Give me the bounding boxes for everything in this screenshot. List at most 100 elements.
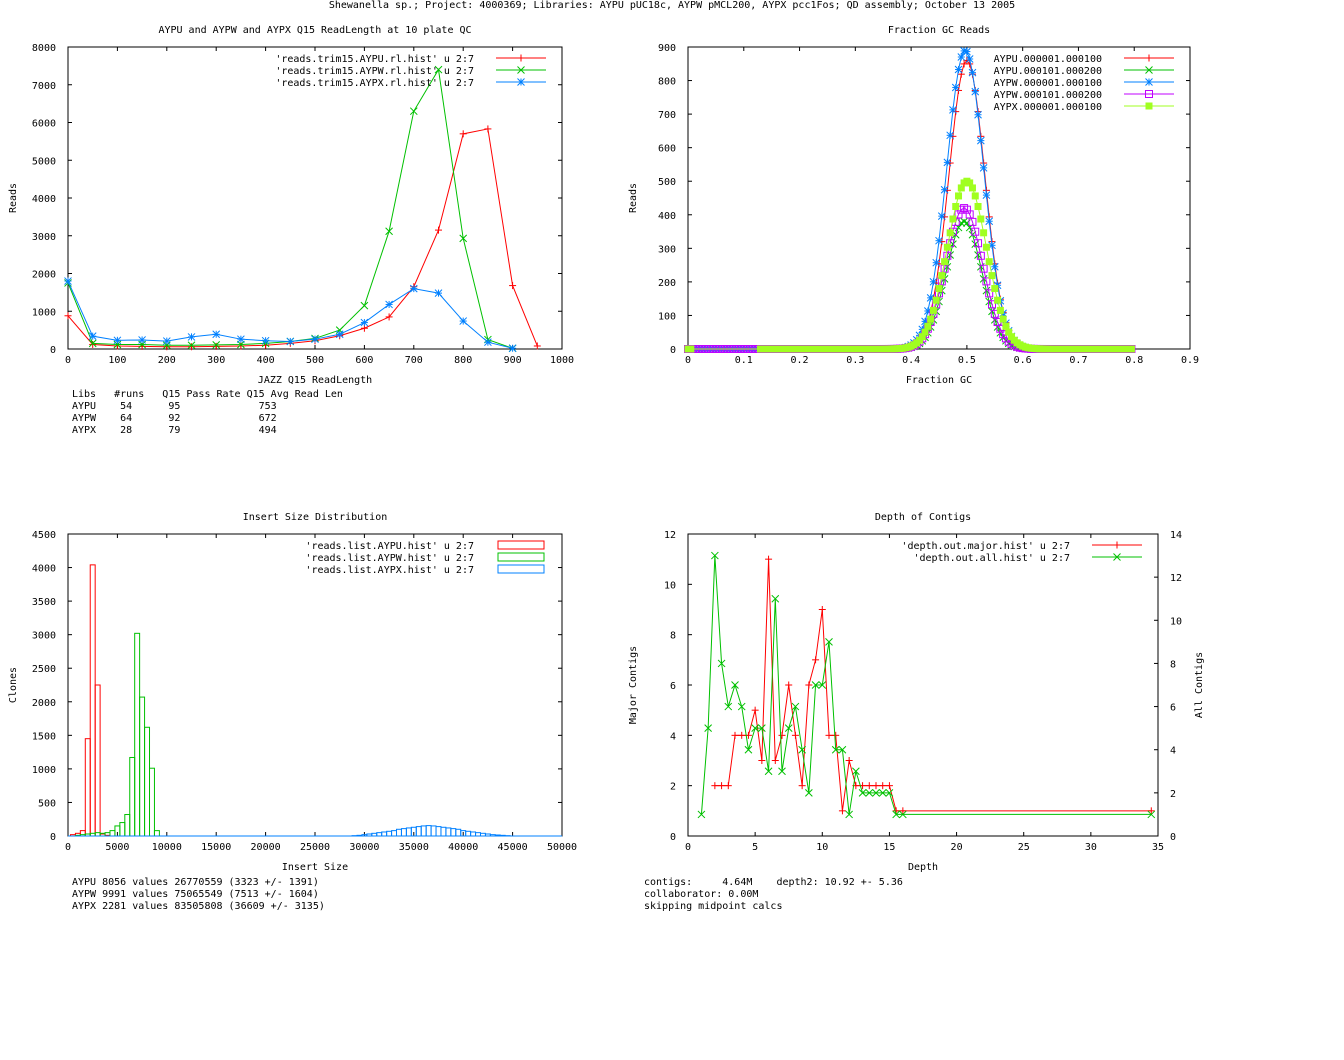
- data-point: [963, 47, 971, 56]
- bar: [94, 832, 101, 837]
- series-line: [688, 207, 1132, 350]
- data-point: [968, 68, 977, 77]
- data-point: [858, 789, 867, 797]
- bar: [396, 828, 402, 837]
- y-tick-label: 200: [658, 278, 676, 289]
- data-point: [286, 337, 295, 346]
- chart-4: 0 5 10 15 20 25 30 35 0 2 4 6 8 10 12 0 2 4 6 8 10 12 14 Depth …: [628, 512, 1205, 873]
- data-point: [459, 234, 468, 243]
- data-point: [697, 810, 706, 819]
- data-point: [982, 277, 991, 286]
- data-point: [946, 131, 955, 140]
- data-point: [915, 336, 923, 344]
- x-tick-label: 300: [207, 355, 225, 366]
- data-point: [878, 789, 887, 797]
- series-line: [700, 555, 1152, 815]
- data-point: [985, 258, 993, 266]
- bar: [149, 767, 155, 837]
- depth-stats: contigs: 4.64M depth2: 10.92 +- 5.36 coll…: [644, 877, 903, 913]
- bar: [129, 756, 136, 837]
- x-tick-label: 800: [454, 355, 472, 366]
- data-point: [508, 344, 517, 353]
- x-tick-label: 10: [816, 842, 828, 853]
- data-point: [187, 341, 196, 350]
- chart-title: Fraction GC Reads: [888, 25, 990, 36]
- x-tick-label: 35: [1152, 842, 1164, 853]
- data-point: [971, 192, 979, 200]
- y-tick-label: 5000: [32, 156, 56, 167]
- data-point: [811, 681, 820, 689]
- data-point: [993, 323, 1002, 331]
- data-point: [64, 277, 72, 285]
- bar: [391, 830, 398, 837]
- legend-label: AYPX.000001.000100: [994, 102, 1102, 113]
- data-point: [937, 212, 946, 220]
- chart-1: 0 100 200 300 400 500 600 700 800 900 1000 0 1000 200…: [8, 25, 574, 386]
- depth-stats-line: contigs: 4.64M depth2: 10.92 +- 5.36: [644, 877, 903, 888]
- y2-tick-label: 6: [1170, 703, 1176, 714]
- legend-label: AYPW.000101.000200: [994, 90, 1102, 101]
- data-point: [949, 215, 957, 223]
- data-point: [957, 184, 965, 192]
- chart-title: AYPU and AYPW and AYPX Q15 ReadLength at…: [158, 25, 471, 36]
- data-point: [459, 317, 468, 325]
- data-point: [979, 164, 988, 172]
- data-point: [990, 262, 999, 271]
- x-tick-label: 30: [1085, 842, 1097, 853]
- plot-frame: [67, 533, 563, 837]
- chart-2: 0 0.1 0.2 0.3 0.4 0.5 0.6 0.7 0.8 0.9 0 100 200 300 40…: [628, 25, 1199, 386]
- data-point: [717, 659, 726, 668]
- data-point: [938, 272, 946, 280]
- y-tick-label: 300: [658, 244, 676, 255]
- data-point: [805, 789, 813, 797]
- bar: [489, 834, 496, 837]
- data-point: [212, 340, 221, 349]
- y-tick-label: 12: [664, 530, 676, 541]
- legend-label: 'reads.trim15.AYPU.rl.hist' u 2:7: [275, 54, 474, 65]
- data-point: [954, 210, 963, 219]
- x-tick-label: 100: [108, 355, 126, 366]
- data-point: [751, 724, 759, 732]
- chart-title: Insert Size Distribution: [243, 512, 388, 523]
- data-point: [899, 810, 907, 819]
- series-line: [688, 220, 1132, 350]
- data-point: [980, 229, 988, 237]
- bar: [139, 696, 146, 837]
- y-tick-label: 3000: [32, 232, 56, 243]
- bar: [465, 830, 472, 837]
- data-point: [929, 277, 938, 286]
- data-point: [484, 338, 492, 347]
- y-tick-label: 8: [670, 631, 676, 642]
- x-tick-label: 500: [306, 355, 324, 366]
- data-point: [924, 322, 932, 330]
- x-tick-label: 10000: [152, 842, 182, 853]
- data-point: [935, 285, 943, 293]
- y-tick-label: 4000: [32, 194, 56, 205]
- data-point: [991, 285, 999, 293]
- legend-box: [497, 540, 545, 550]
- y2-tick-label: 4: [1170, 746, 1176, 757]
- data-point: [988, 272, 996, 280]
- readlength-stats-header: Libs #runs Q15 Pass Rate Q15 Avg Read Le…: [72, 389, 343, 400]
- y-tick-label: 400: [658, 211, 676, 222]
- y-tick-label: 700: [658, 110, 676, 121]
- bar: [153, 830, 160, 837]
- data-point: [985, 289, 994, 298]
- legend-label: AYPU.000101.000200: [994, 66, 1102, 77]
- y-axis-label: Reads: [8, 183, 19, 213]
- x-tick-label: 600: [355, 355, 373, 366]
- data-point: [949, 106, 957, 114]
- x-tick-label: 1000: [550, 355, 574, 366]
- bar: [144, 726, 151, 837]
- x-tick-label: 900: [504, 355, 522, 366]
- data-point: [737, 702, 746, 711]
- data-point: [960, 204, 969, 213]
- legend-box: [497, 564, 545, 574]
- data-point: [744, 745, 753, 754]
- data-point: [852, 767, 860, 776]
- data-point: [798, 745, 806, 754]
- data-point: [1002, 322, 1010, 330]
- x-tick-label: 0.7: [1069, 355, 1087, 366]
- plot-frame: [687, 533, 1159, 837]
- y-tick-label: 3000: [32, 631, 56, 642]
